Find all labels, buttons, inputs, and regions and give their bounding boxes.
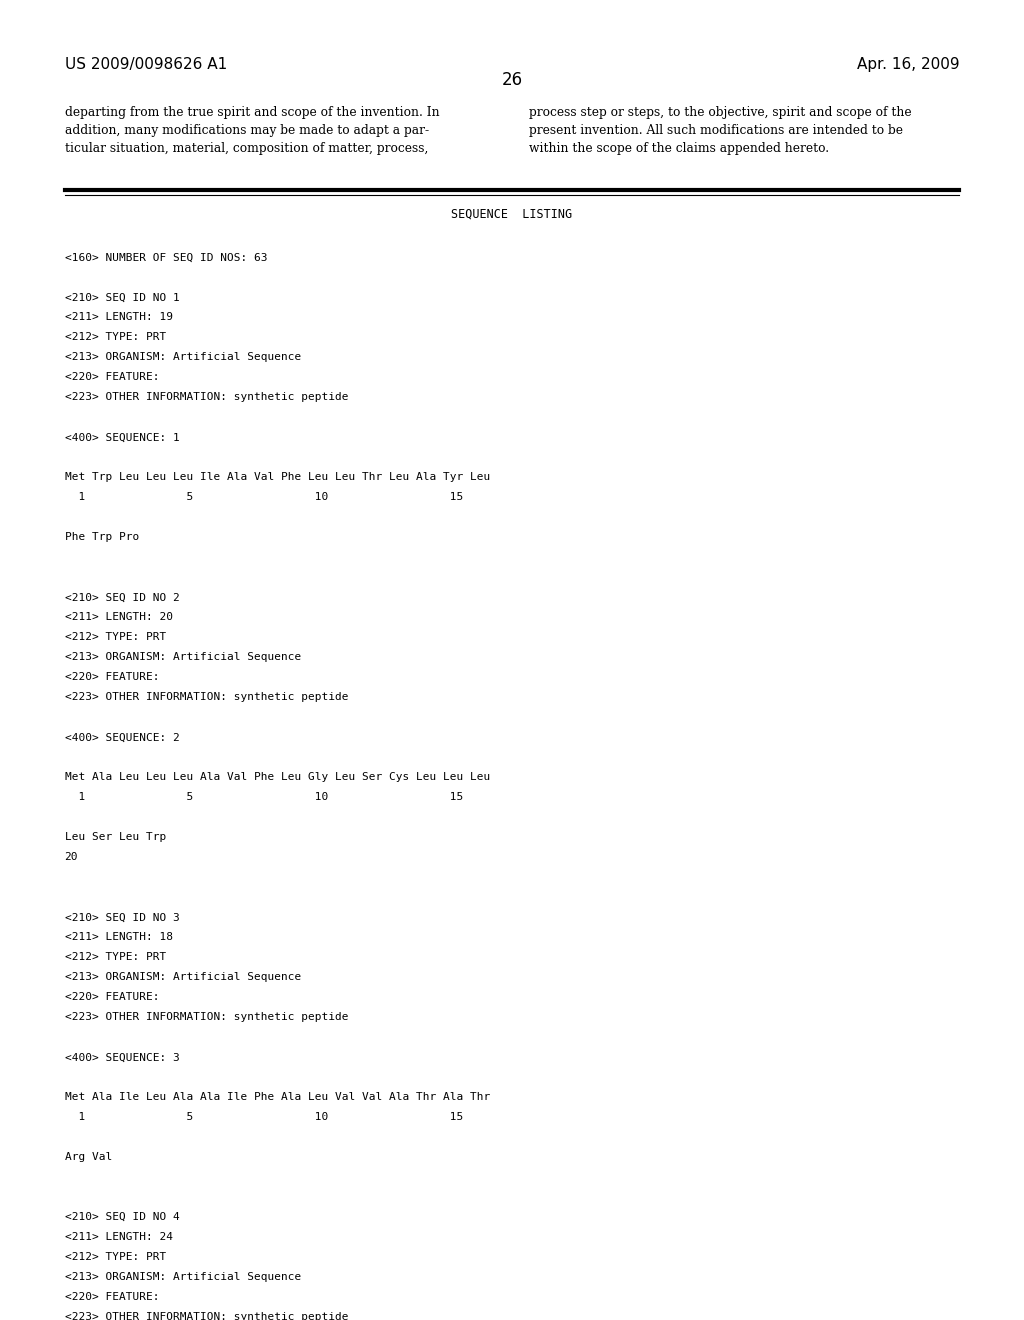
Text: <223> OTHER INFORMATION: synthetic peptide: <223> OTHER INFORMATION: synthetic pepti… <box>65 1012 348 1022</box>
Text: <210> SEQ ID NO 3: <210> SEQ ID NO 3 <box>65 912 179 923</box>
Text: <212> TYPE: PRT: <212> TYPE: PRT <box>65 333 166 342</box>
Text: Met Ala Ile Leu Ala Ala Ile Phe Ala Leu Val Val Ala Thr Ala Thr: Met Ala Ile Leu Ala Ala Ile Phe Ala Leu … <box>65 1092 489 1102</box>
Text: <211> LENGTH: 24: <211> LENGTH: 24 <box>65 1233 172 1242</box>
Text: 1               5                  10                  15: 1 5 10 15 <box>65 492 463 503</box>
Text: <220> FEATURE:: <220> FEATURE: <box>65 993 159 1002</box>
Text: Apr. 16, 2009: Apr. 16, 2009 <box>857 57 959 71</box>
Text: <160> NUMBER OF SEQ ID NOS: 63: <160> NUMBER OF SEQ ID NOS: 63 <box>65 252 267 263</box>
Text: Met Trp Leu Leu Leu Ile Ala Val Phe Leu Leu Thr Leu Ala Tyr Leu: Met Trp Leu Leu Leu Ile Ala Val Phe Leu … <box>65 473 489 482</box>
Text: <223> OTHER INFORMATION: synthetic peptide: <223> OTHER INFORMATION: synthetic pepti… <box>65 392 348 403</box>
Text: 1               5                  10                  15: 1 5 10 15 <box>65 792 463 803</box>
Text: process step or steps, to the objective, spirit and scope of the
present inventi: process step or steps, to the objective,… <box>529 106 912 154</box>
Text: <223> OTHER INFORMATION: synthetic peptide: <223> OTHER INFORMATION: synthetic pepti… <box>65 692 348 702</box>
Text: <211> LENGTH: 18: <211> LENGTH: 18 <box>65 932 172 942</box>
Text: Phe Trp Pro: Phe Trp Pro <box>65 532 139 543</box>
Text: <212> TYPE: PRT: <212> TYPE: PRT <box>65 632 166 643</box>
Text: <210> SEQ ID NO 4: <210> SEQ ID NO 4 <box>65 1212 179 1222</box>
Text: <400> SEQUENCE: 1: <400> SEQUENCE: 1 <box>65 433 179 442</box>
Text: <210> SEQ ID NO 1: <210> SEQ ID NO 1 <box>65 292 179 302</box>
Text: 20: 20 <box>65 853 78 862</box>
Text: <220> FEATURE:: <220> FEATURE: <box>65 1292 159 1303</box>
Text: US 2009/0098626 A1: US 2009/0098626 A1 <box>65 57 226 71</box>
Text: <212> TYPE: PRT: <212> TYPE: PRT <box>65 952 166 962</box>
Text: <400> SEQUENCE: 3: <400> SEQUENCE: 3 <box>65 1052 179 1063</box>
Text: <220> FEATURE:: <220> FEATURE: <box>65 372 159 383</box>
Text: <211> LENGTH: 20: <211> LENGTH: 20 <box>65 612 172 622</box>
Text: <213> ORGANISM: Artificial Sequence: <213> ORGANISM: Artificial Sequence <box>65 652 301 663</box>
Text: <212> TYPE: PRT: <212> TYPE: PRT <box>65 1253 166 1262</box>
Text: 26: 26 <box>502 71 522 90</box>
Text: Leu Ser Leu Trp: Leu Ser Leu Trp <box>65 833 166 842</box>
Text: <211> LENGTH: 19: <211> LENGTH: 19 <box>65 313 172 322</box>
Text: Arg Val: Arg Val <box>65 1152 112 1162</box>
Text: 1               5                  10                  15: 1 5 10 15 <box>65 1113 463 1122</box>
Text: Met Ala Leu Leu Leu Ala Val Phe Leu Gly Leu Ser Cys Leu Leu Leu: Met Ala Leu Leu Leu Ala Val Phe Leu Gly … <box>65 772 489 783</box>
Text: departing from the true spirit and scope of the invention. In
addition, many mod: departing from the true spirit and scope… <box>65 106 439 154</box>
Text: <223> OTHER INFORMATION: synthetic peptide: <223> OTHER INFORMATION: synthetic pepti… <box>65 1312 348 1320</box>
Text: <210> SEQ ID NO 2: <210> SEQ ID NO 2 <box>65 593 179 602</box>
Text: <220> FEATURE:: <220> FEATURE: <box>65 672 159 682</box>
Text: <213> ORGANISM: Artificial Sequence: <213> ORGANISM: Artificial Sequence <box>65 973 301 982</box>
Text: SEQUENCE  LISTING: SEQUENCE LISTING <box>452 207 572 220</box>
Text: <213> ORGANISM: Artificial Sequence: <213> ORGANISM: Artificial Sequence <box>65 352 301 362</box>
Text: <400> SEQUENCE: 2: <400> SEQUENCE: 2 <box>65 733 179 742</box>
Text: <213> ORGANISM: Artificial Sequence: <213> ORGANISM: Artificial Sequence <box>65 1272 301 1282</box>
